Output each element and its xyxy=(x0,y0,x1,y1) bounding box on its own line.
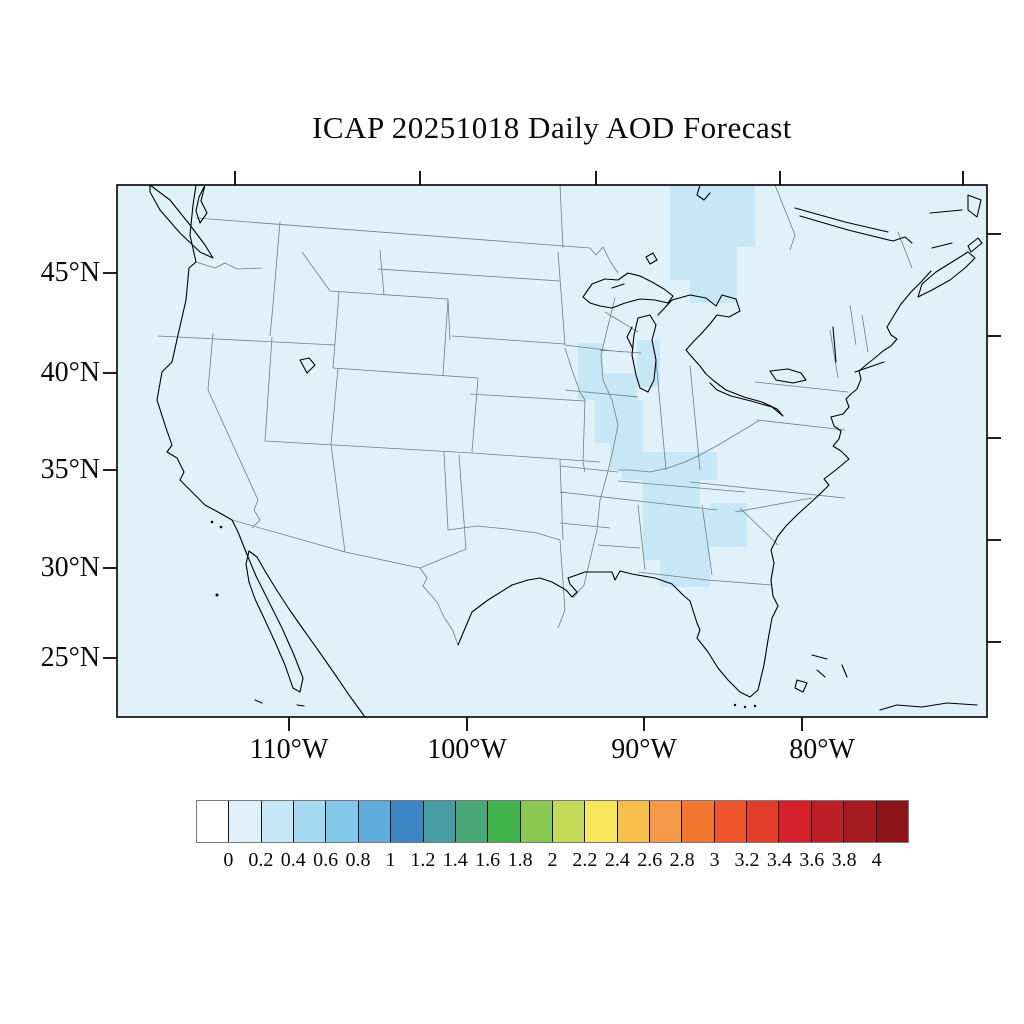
colorbar-cell xyxy=(520,801,553,842)
colorbar-tick-label: 1.6 xyxy=(475,849,501,871)
colorbar-cell xyxy=(682,801,715,842)
colorbar-tick-label: 0.4 xyxy=(280,849,306,871)
coastline xyxy=(149,185,983,717)
left-ticks xyxy=(103,272,117,659)
long-island xyxy=(854,361,885,373)
colorbar-tick-label: 0.6 xyxy=(313,849,339,871)
lake-nipigon xyxy=(645,252,658,265)
colorbar-cell xyxy=(326,801,359,842)
colorbar-tick-label: 1.4 xyxy=(442,849,468,871)
map-area xyxy=(97,165,1007,745)
map-frame xyxy=(116,184,988,718)
colorbar-cell xyxy=(617,801,651,842)
colorbar-tick-label: 4 xyxy=(871,849,882,871)
top-ticks xyxy=(234,171,964,185)
colorbar-tick-label: 3.4 xyxy=(766,849,792,871)
colorbar-tick-label: 1.8 xyxy=(507,849,533,871)
colorbar-tick-label: 1.2 xyxy=(410,849,436,871)
colorbar-cell xyxy=(488,801,521,842)
colorbar-tick-label: 2 xyxy=(547,849,558,871)
colorbar-tick-label: 3 xyxy=(709,849,720,871)
aod-patch-alabama-georgia xyxy=(643,503,747,587)
st-lawrence xyxy=(794,207,913,244)
pacific-coast xyxy=(156,185,366,717)
nova-scotia xyxy=(917,251,976,298)
newfoundland xyxy=(967,194,982,218)
lon-tick-label: 110°W xyxy=(249,734,329,765)
colorbar-tick-label: 2.6 xyxy=(637,849,663,871)
aod-patch-ontario xyxy=(670,185,755,303)
colorbar-tick-label: 3.8 xyxy=(831,849,857,871)
colorbar-tick-label: 2.8 xyxy=(669,849,695,871)
colorbar-cell xyxy=(391,801,424,842)
lat-tick-label: 35°N xyxy=(40,454,100,485)
great-salt-lake xyxy=(299,357,316,374)
colorbar-tick-label: 3.2 xyxy=(734,849,760,871)
channel-island xyxy=(210,520,214,524)
lake-champlain xyxy=(832,326,837,363)
colorbar-tick-label: 2.4 xyxy=(604,849,630,871)
plot-title: ICAP 20251018 Daily AOD Forecast xyxy=(312,110,792,145)
colorbar-cell xyxy=(714,801,748,842)
great-lakes xyxy=(299,252,837,417)
florida-key xyxy=(743,705,747,709)
right-ticks xyxy=(987,233,1001,643)
state-borders xyxy=(157,185,913,646)
colorbar-cell xyxy=(455,801,489,842)
colorbar-cell xyxy=(779,801,812,842)
lat-tick-label: 40°N xyxy=(40,357,100,388)
colorbar-cell xyxy=(229,801,262,842)
colorbar-tick-label: 0 xyxy=(223,849,234,871)
colorbar-cell xyxy=(358,801,392,842)
florida-key xyxy=(753,704,757,708)
colorbar-cell xyxy=(197,801,230,842)
colorbar-cell xyxy=(811,801,845,842)
colorbar-cell xyxy=(844,801,877,842)
colorbar-cells xyxy=(196,800,909,843)
colorbar-cell xyxy=(423,801,456,842)
guadalupe-island xyxy=(215,593,219,597)
cape-breton xyxy=(967,237,983,253)
anticosti-island xyxy=(929,209,963,214)
colorbar-cell xyxy=(876,801,908,842)
bottom-ticks xyxy=(288,717,803,731)
map-svg xyxy=(103,171,1001,731)
lake-huron-erie xyxy=(657,294,784,417)
colorbar-cell xyxy=(294,801,327,842)
lon-tick-label: 80°W xyxy=(789,734,855,765)
lake-michigan xyxy=(626,314,657,393)
lon-tick-label: 100°W xyxy=(427,734,507,765)
lake-superior xyxy=(582,272,674,309)
aod-patches xyxy=(578,185,755,587)
lat-tick-label: 45°N xyxy=(40,257,100,288)
lake-ontario xyxy=(769,368,807,384)
james-bay xyxy=(696,185,711,201)
colorbar-cell xyxy=(552,801,586,842)
florida-key xyxy=(733,703,737,707)
aod-patch-kentucky-tennessee xyxy=(622,452,717,510)
colorbar-cell xyxy=(585,801,618,842)
colorbar-tick-label: 0.8 xyxy=(345,849,371,871)
colorbar-cell xyxy=(650,801,683,842)
colorbar-tick-label: 3.6 xyxy=(799,849,825,871)
colorbar: 0 0.2 0.4 0.6 0.8 1 1.2 1.4 1.6 1.8 2 2.2 2.4 2.6 2.8 3… xyxy=(196,800,909,872)
colorbar-tick-label: 0.2 xyxy=(248,849,274,871)
channel-island xyxy=(219,525,223,529)
colorbar-tick-label: 2.2 xyxy=(572,849,598,871)
map-background xyxy=(117,185,987,717)
prince-edward-island xyxy=(931,242,953,249)
colorbar-cell xyxy=(747,801,780,842)
lat-tick-label: 25°N xyxy=(40,642,100,673)
axis-ticks xyxy=(103,171,1001,731)
vancouver-island xyxy=(149,185,214,259)
colorbar-tick-label: 1 xyxy=(385,849,396,871)
aod-patch-wisconsin-illinois xyxy=(578,343,643,470)
colorbar-cell xyxy=(261,801,295,842)
puget-sound xyxy=(195,185,208,224)
cuba-bahamas xyxy=(254,654,978,711)
lon-tick-label: 90°W xyxy=(611,734,677,765)
lat-tick-label: 30°N xyxy=(40,552,100,583)
